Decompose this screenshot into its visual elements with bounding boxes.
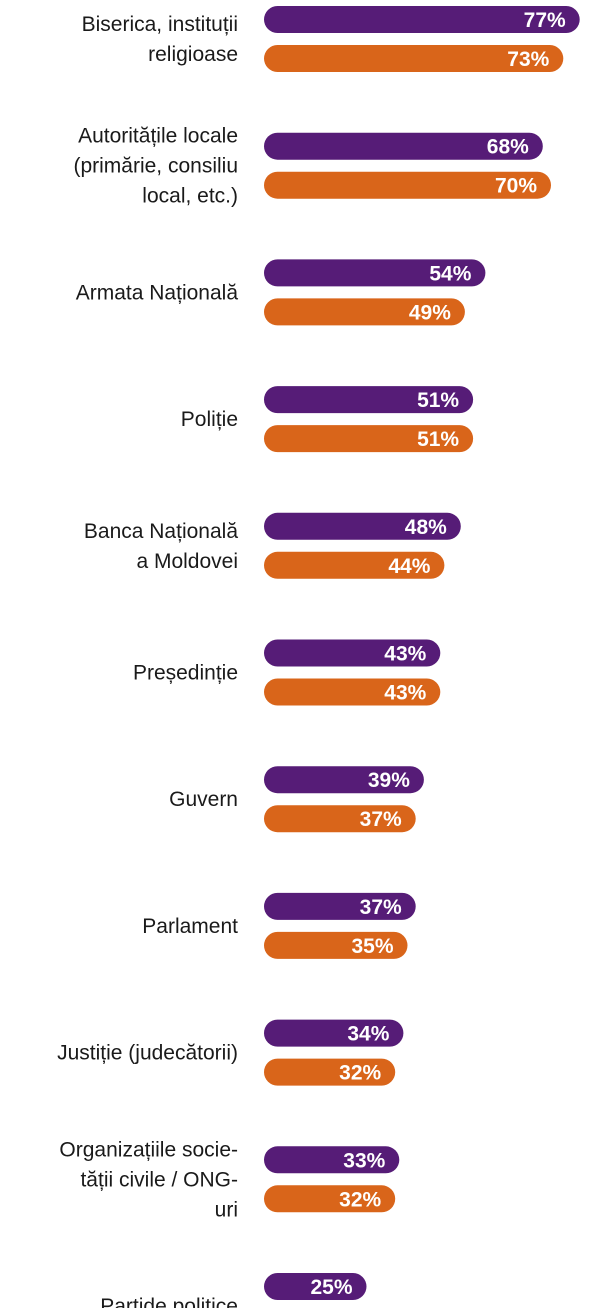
bar-value-label: 51% [417,428,459,451]
category-label: Guvern [169,788,238,811]
bar-value-label: 48% [405,516,447,539]
bar-value-label: 43% [384,682,426,705]
bar [264,6,580,33]
bar-value-label: 39% [368,769,410,792]
category-label: Armata Națională [76,281,239,304]
category-label: Președinție [133,662,238,685]
bar-value-label: 32% [339,1188,381,1211]
category-label: Organizațiile socie-tății civile / ONG-u… [59,1138,238,1221]
bar-value-label: 44% [388,555,430,578]
bar-value-label: 34% [347,1023,389,1046]
bar-value-label: 35% [351,935,393,958]
category-label: Poliție [181,408,238,431]
category-label: Autoritățile locale (primărie, consiliu lo… [73,125,238,208]
bar [264,678,441,706]
bar [264,892,416,920]
category-label: Banca Națională a Moldovei [84,520,238,573]
bar [264,766,424,794]
bar [264,1146,400,1174]
bar [264,132,543,160]
bar [264,1185,396,1213]
bar [264,171,551,199]
bar [264,1058,396,1086]
category-label: Biserica, instituții religioase [82,13,238,66]
bar [264,259,486,287]
bar [264,298,465,326]
bar-value-label: 32% [339,1062,381,1085]
bar [264,425,474,453]
bar [264,386,474,414]
category-label: Justiție (judecătorii) [57,1042,238,1065]
bar-value-label: 33% [343,1149,385,1172]
bar [264,931,408,959]
bar [264,1019,404,1047]
bar-value-label: 51% [417,389,459,412]
bar-value-label: 54% [429,262,471,285]
bar-value-label: 43% [384,643,426,666]
bar-value-label: 37% [360,896,402,919]
bar-value-label: 37% [360,808,402,831]
bar [264,639,441,667]
bar-value-label: 73% [507,48,549,71]
bar-value-label: 25% [310,1276,352,1299]
bar [264,1273,367,1300]
category-label: Partide politice [100,1295,238,1308]
bar [264,512,461,540]
bar-value-label: 77% [524,9,566,32]
bar [264,45,564,72]
category-label: Parlament [142,915,238,938]
bar-value-label: 70% [495,175,537,198]
bar-value-label: 68% [487,136,529,159]
bar-value-label: 49% [409,301,451,324]
bar [264,805,416,833]
bar [264,551,445,579]
